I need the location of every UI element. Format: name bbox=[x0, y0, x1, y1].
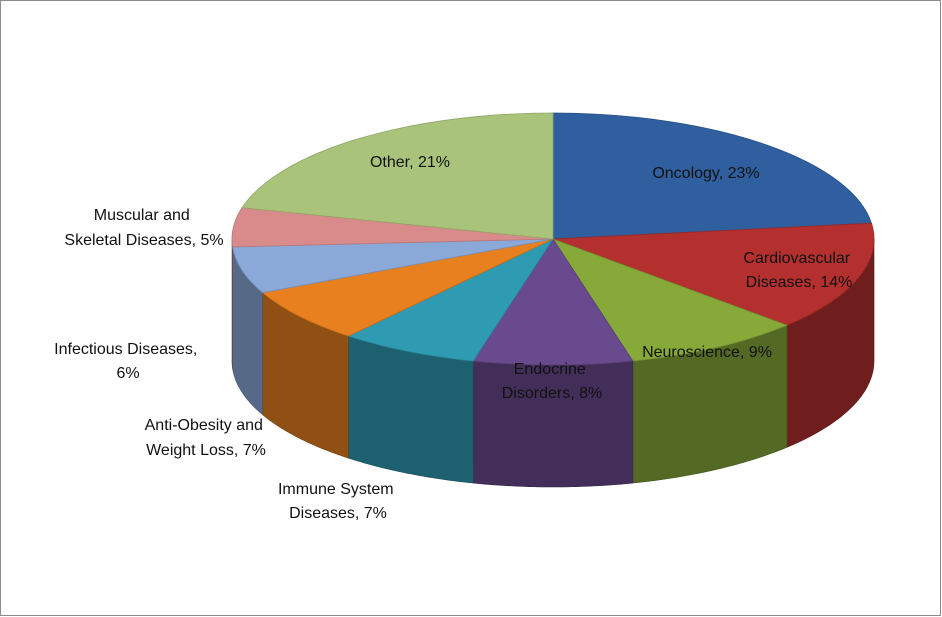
slice-oncology bbox=[552, 112, 873, 240]
slice-neuroscience bbox=[552, 238, 789, 362]
slice-infectious bbox=[232, 238, 554, 294]
slice-side-muscular bbox=[231, 239, 233, 369]
pie-sides bbox=[231, 238, 875, 488]
slice-label-infectious: Infectious Diseases, 6% bbox=[54, 341, 202, 382]
slice-anti-obesity bbox=[261, 238, 554, 337]
slice-label-immune: Immune System Diseases, 7% bbox=[278, 481, 398, 522]
pie-labels: Oncology, 23% Cardiovascular Diseases, 1… bbox=[54, 154, 854, 522]
slice-label-cardiovascular: Cardiovascular Diseases, 14% bbox=[743, 250, 854, 291]
pie-slices bbox=[231, 112, 875, 366]
slice-label-oncology: Oncology, 23% bbox=[652, 165, 759, 182]
slice-other bbox=[241, 112, 554, 240]
slice-cardiovascular bbox=[552, 222, 875, 326]
slice-label-muscular: Muscular and Skeletal Diseases, 5% bbox=[64, 207, 223, 249]
slice-label-endocrine: Endocrine Disorders, 8% bbox=[502, 361, 602, 402]
slice-label-anti-obesity: Anti-Obesity and Weight Loss, 7% bbox=[145, 417, 268, 459]
slice-label-other: Other, 21% bbox=[370, 154, 450, 171]
slice-endocrine bbox=[472, 238, 634, 366]
slice-immune bbox=[347, 238, 555, 362]
slice-label-neuroscience: Neuroscience, 9% bbox=[642, 344, 772, 361]
slice-side-endocrine bbox=[472, 360, 634, 488]
